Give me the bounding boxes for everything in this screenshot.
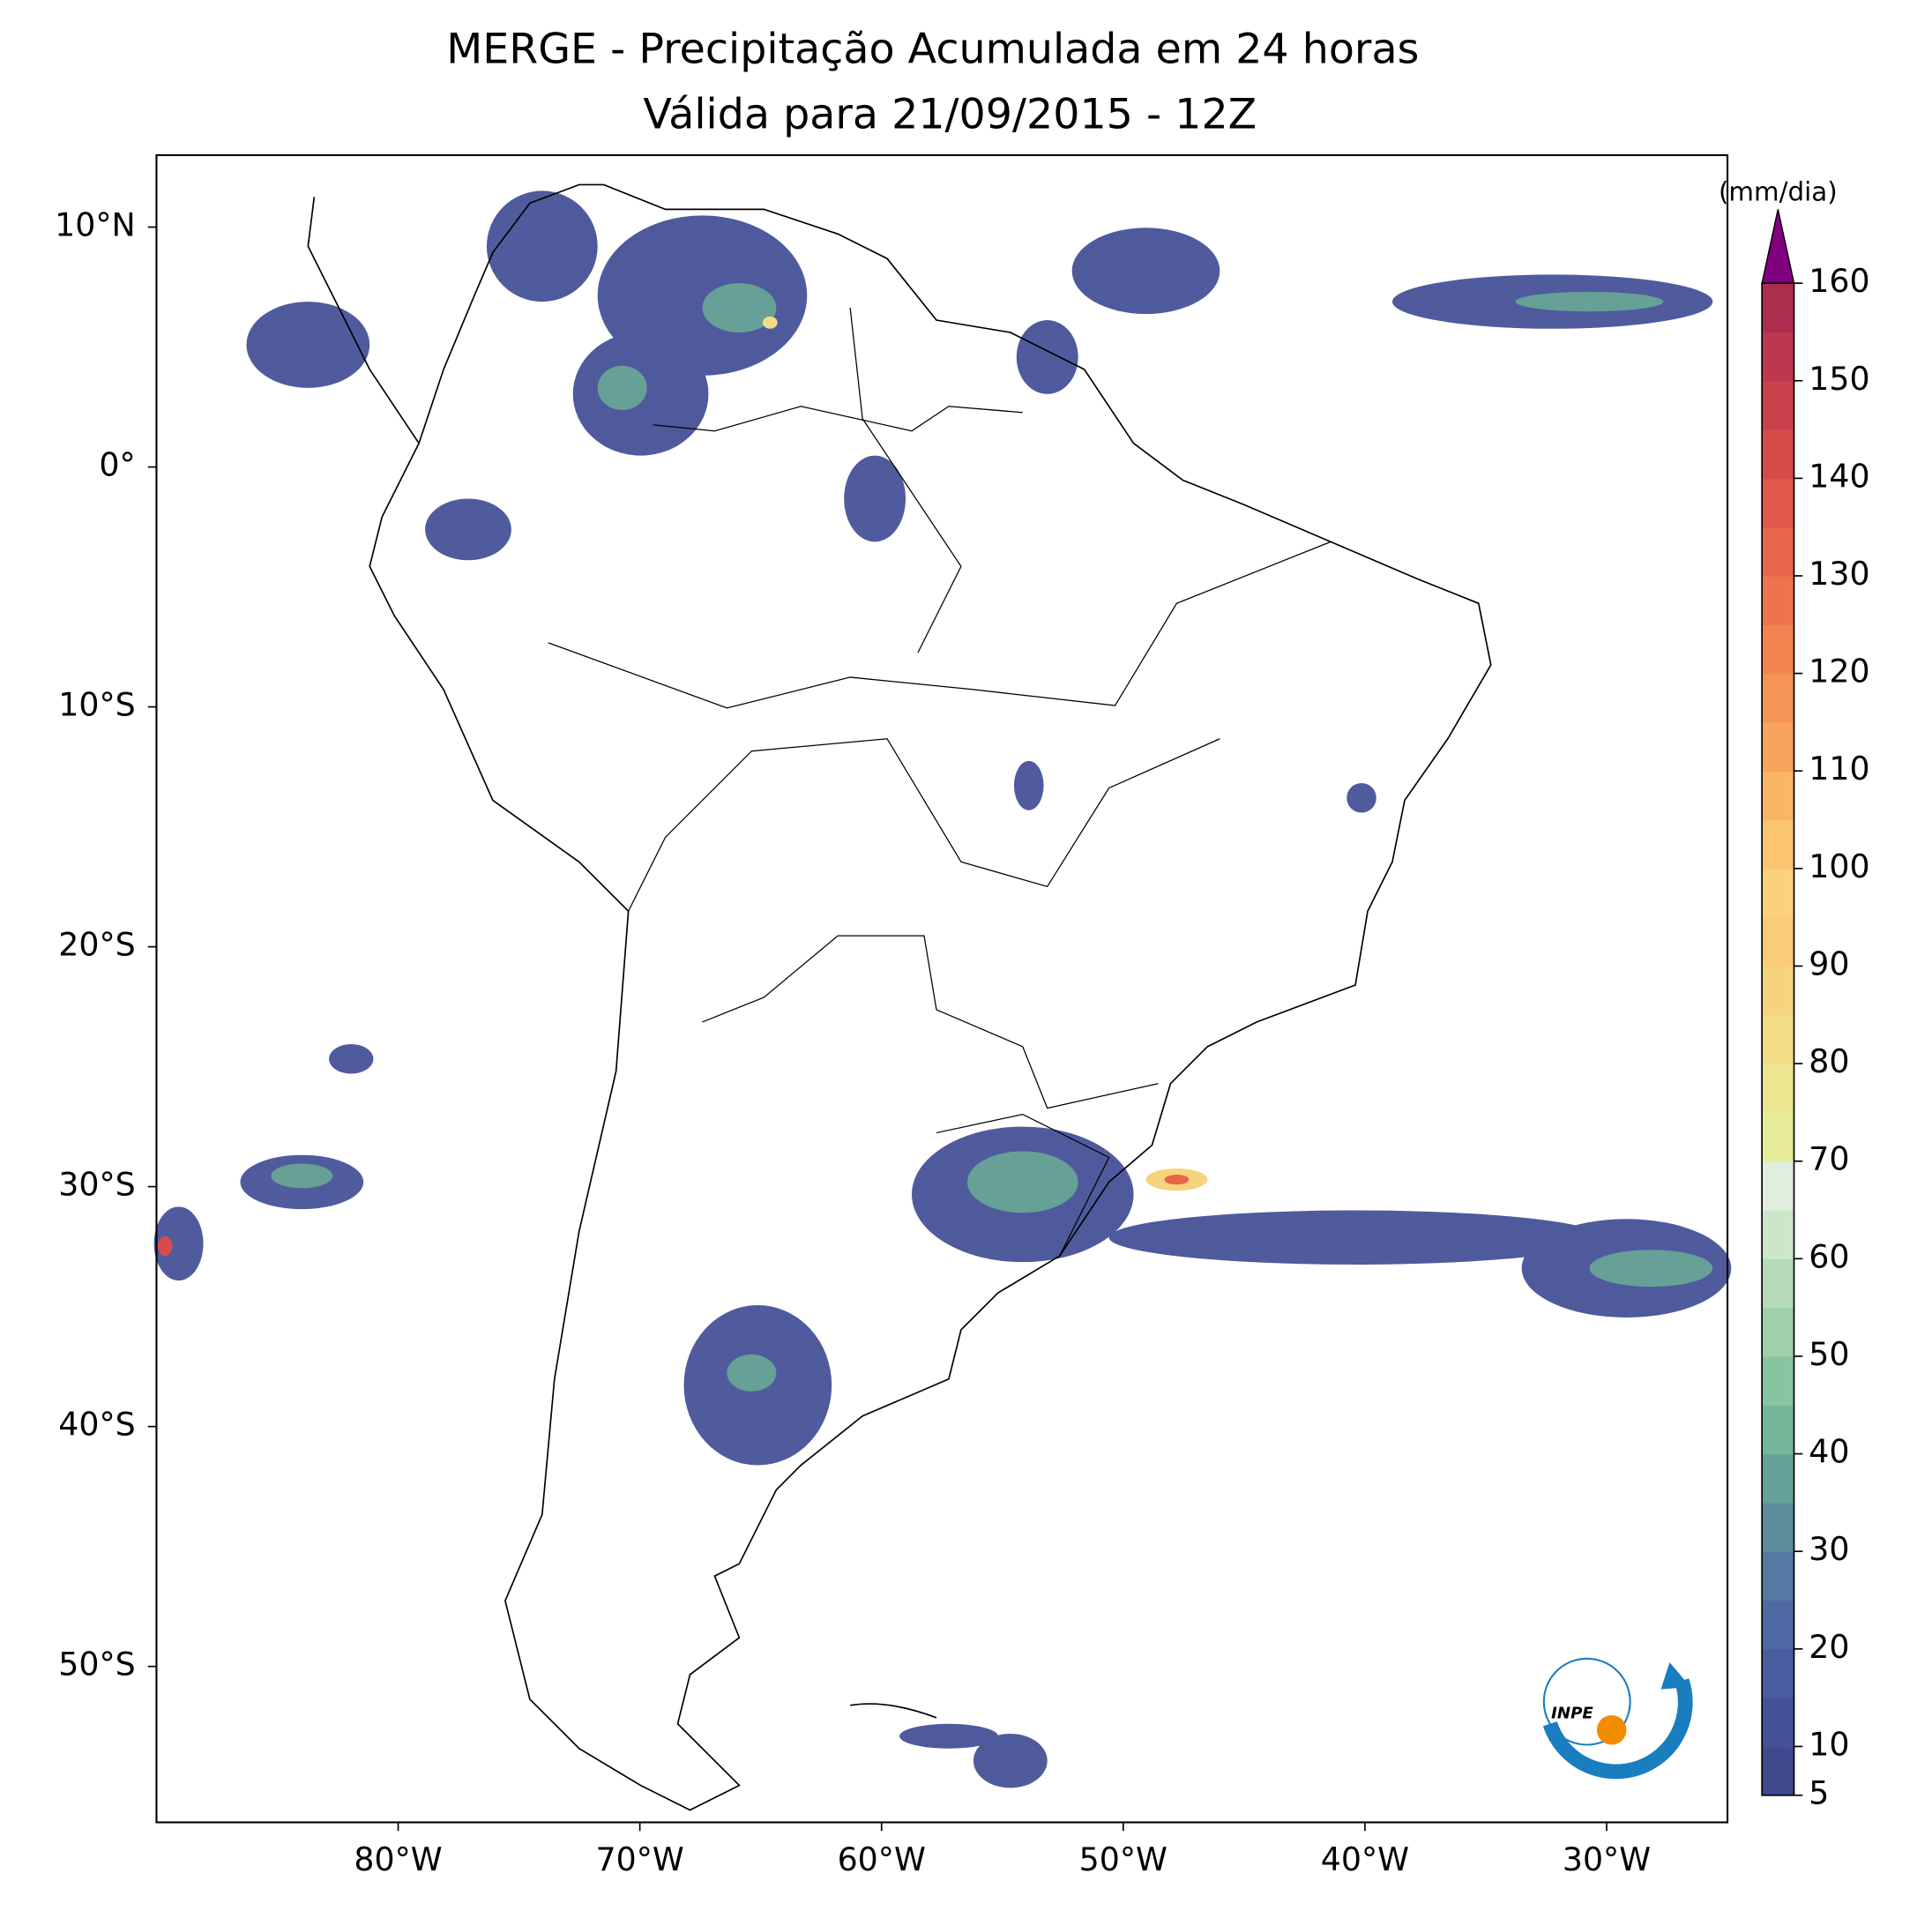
- logo-arc: [1542, 1678, 1693, 1780]
- colorbar-band: [1762, 1746, 1794, 1796]
- colorbar-tick-label: 40: [1809, 1433, 1849, 1471]
- colorbar-tick-label: 150: [1809, 360, 1869, 398]
- colorbar-band: [1762, 332, 1794, 382]
- title: MERGE - Precipitação Acumulada em 24 hor…: [446, 26, 1419, 74]
- colorbar-tick-label: 100: [1809, 847, 1869, 885]
- x-tick-label: 50°W: [1079, 1840, 1167, 1878]
- x-tick-label: 70°W: [596, 1840, 684, 1878]
- colorbar-band: [1762, 1648, 1794, 1698]
- inpe-logo: INPE: [1542, 1657, 1693, 1780]
- colorbar-band: [1762, 1064, 1794, 1114]
- y-tick-label: 20°S: [58, 926, 135, 964]
- x-tick-label: 30°W: [1563, 1840, 1651, 1878]
- colorbar-tick-label: 20: [1809, 1628, 1849, 1666]
- colorbar-label: (mm/dia): [1719, 177, 1838, 207]
- logo-arrow: [1660, 1661, 1691, 1690]
- colorbar-band: [1762, 380, 1794, 430]
- x-tick-label: 60°W: [838, 1840, 926, 1878]
- colorbar-band: [1762, 526, 1794, 577]
- colorbar-band: [1762, 819, 1794, 870]
- colorbar-tick-label: 130: [1809, 555, 1869, 593]
- colorbar-band: [1762, 966, 1794, 1016]
- colorbar-tick-label: 70: [1809, 1140, 1849, 1178]
- colorbar-frame: [1761, 282, 1795, 1796]
- colorbar-band: [1762, 1453, 1794, 1504]
- colorbar-tick-label: 50: [1809, 1335, 1849, 1373]
- colorbar-band: [1762, 1112, 1794, 1162]
- y-tick-label: 50°S: [58, 1646, 135, 1683]
- y-tick-label: 30°S: [58, 1166, 135, 1204]
- colorbar-band: [1762, 1600, 1794, 1650]
- logo-ring: [1542, 1657, 1631, 1746]
- y-tick-label: 40°S: [58, 1406, 135, 1444]
- colorbar-band: [1762, 1355, 1794, 1406]
- colorbar-band: [1762, 576, 1794, 626]
- colorbar-tick-label: 60: [1809, 1237, 1849, 1275]
- colorbar-band: [1762, 429, 1794, 480]
- map-frame: [155, 153, 1729, 1824]
- subtitle: Válida para 21/09/2015 - 12Z: [643, 91, 1257, 139]
- y-tick-label: 10°S: [58, 686, 135, 724]
- colorbar-band: [1762, 721, 1794, 772]
- coastline: [307, 183, 1492, 1811]
- colorbar-band: [1762, 624, 1794, 675]
- colorbar-tick-label: 160: [1809, 262, 1869, 300]
- colorbar-tick-label: 110: [1809, 750, 1869, 788]
- colorbar-band: [1762, 1698, 1794, 1748]
- y-tick-label: 0°: [99, 446, 135, 484]
- colorbar-tick-label: 80: [1809, 1042, 1849, 1080]
- logo-text: INPE: [1551, 1705, 1593, 1723]
- colorbar-band: [1762, 673, 1794, 723]
- colorbar-band: [1762, 917, 1794, 967]
- colorbar-band: [1762, 478, 1794, 528]
- colorbar-band: [1762, 283, 1794, 333]
- colorbar-band: [1762, 1161, 1794, 1211]
- colorbar-band: [1762, 1405, 1794, 1455]
- colorbar-band: [1762, 1502, 1794, 1552]
- colorbar-band: [1762, 1014, 1794, 1064]
- colorbar-band: [1762, 1258, 1794, 1309]
- colorbar-tick-label: 30: [1809, 1530, 1849, 1568]
- x-tick-label: 80°W: [354, 1840, 442, 1878]
- colorbar-tick-label: 120: [1809, 653, 1869, 690]
- logo-dot: [1596, 1714, 1627, 1745]
- colorbar-tick-label: 140: [1809, 457, 1869, 495]
- colorbar-tick-label: 10: [1809, 1725, 1849, 1763]
- y-tick-label: 10°N: [55, 206, 136, 244]
- colorbar-tick-label: 5: [1809, 1774, 1829, 1812]
- colorbar-band: [1762, 868, 1794, 918]
- colorbar-band: [1762, 1210, 1794, 1260]
- colorbar-tick-label: 90: [1809, 944, 1849, 982]
- x-tick-label: 40°W: [1321, 1840, 1409, 1878]
- colorbar-band: [1762, 771, 1794, 821]
- colorbar-band: [1762, 1551, 1794, 1601]
- colorbar-band: [1762, 1307, 1794, 1357]
